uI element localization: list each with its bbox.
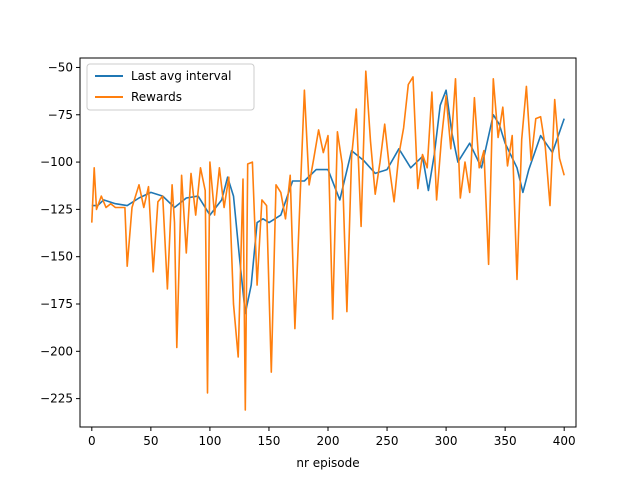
x-tick-label: 200 <box>317 434 340 448</box>
y-tick-label: −150 <box>40 250 73 264</box>
legend: Last avg interval Rewards <box>86 63 255 111</box>
y-tick-label: −100 <box>40 155 73 169</box>
x-tick-label: 400 <box>553 434 576 448</box>
x-tick-label: 50 <box>143 434 158 448</box>
y-axis-ticks: −225 −200 −175 −150 −125 −100 −75 −50 <box>40 60 80 406</box>
y-tick-label: −125 <box>40 202 73 216</box>
x-tick-label: 150 <box>257 434 280 448</box>
x-tick-label: 350 <box>494 434 517 448</box>
x-axis-ticks: 0 50 100 150 200 250 300 350 400 <box>88 427 576 448</box>
x-tick-label: 0 <box>88 434 96 448</box>
y-tick-label: −200 <box>40 344 73 358</box>
legend-label-last-avg-interval: Last avg interval <box>131 69 231 83</box>
x-tick-label: 300 <box>435 434 458 448</box>
series-line-rewards <box>91 70 565 411</box>
y-tick-label: −225 <box>40 392 73 406</box>
x-axis-label: nr episode <box>296 456 359 470</box>
plot-lines <box>91 70 565 411</box>
x-tick-label: 100 <box>198 434 221 448</box>
y-tick-label: −75 <box>48 108 73 122</box>
legend-box <box>86 63 255 111</box>
x-tick-label: 250 <box>376 434 399 448</box>
legend-label-rewards: Rewards <box>131 90 182 104</box>
series-line-last-avg-interval <box>91 89 565 315</box>
y-tick-label: −175 <box>40 297 73 311</box>
y-tick-label: −50 <box>48 60 73 74</box>
